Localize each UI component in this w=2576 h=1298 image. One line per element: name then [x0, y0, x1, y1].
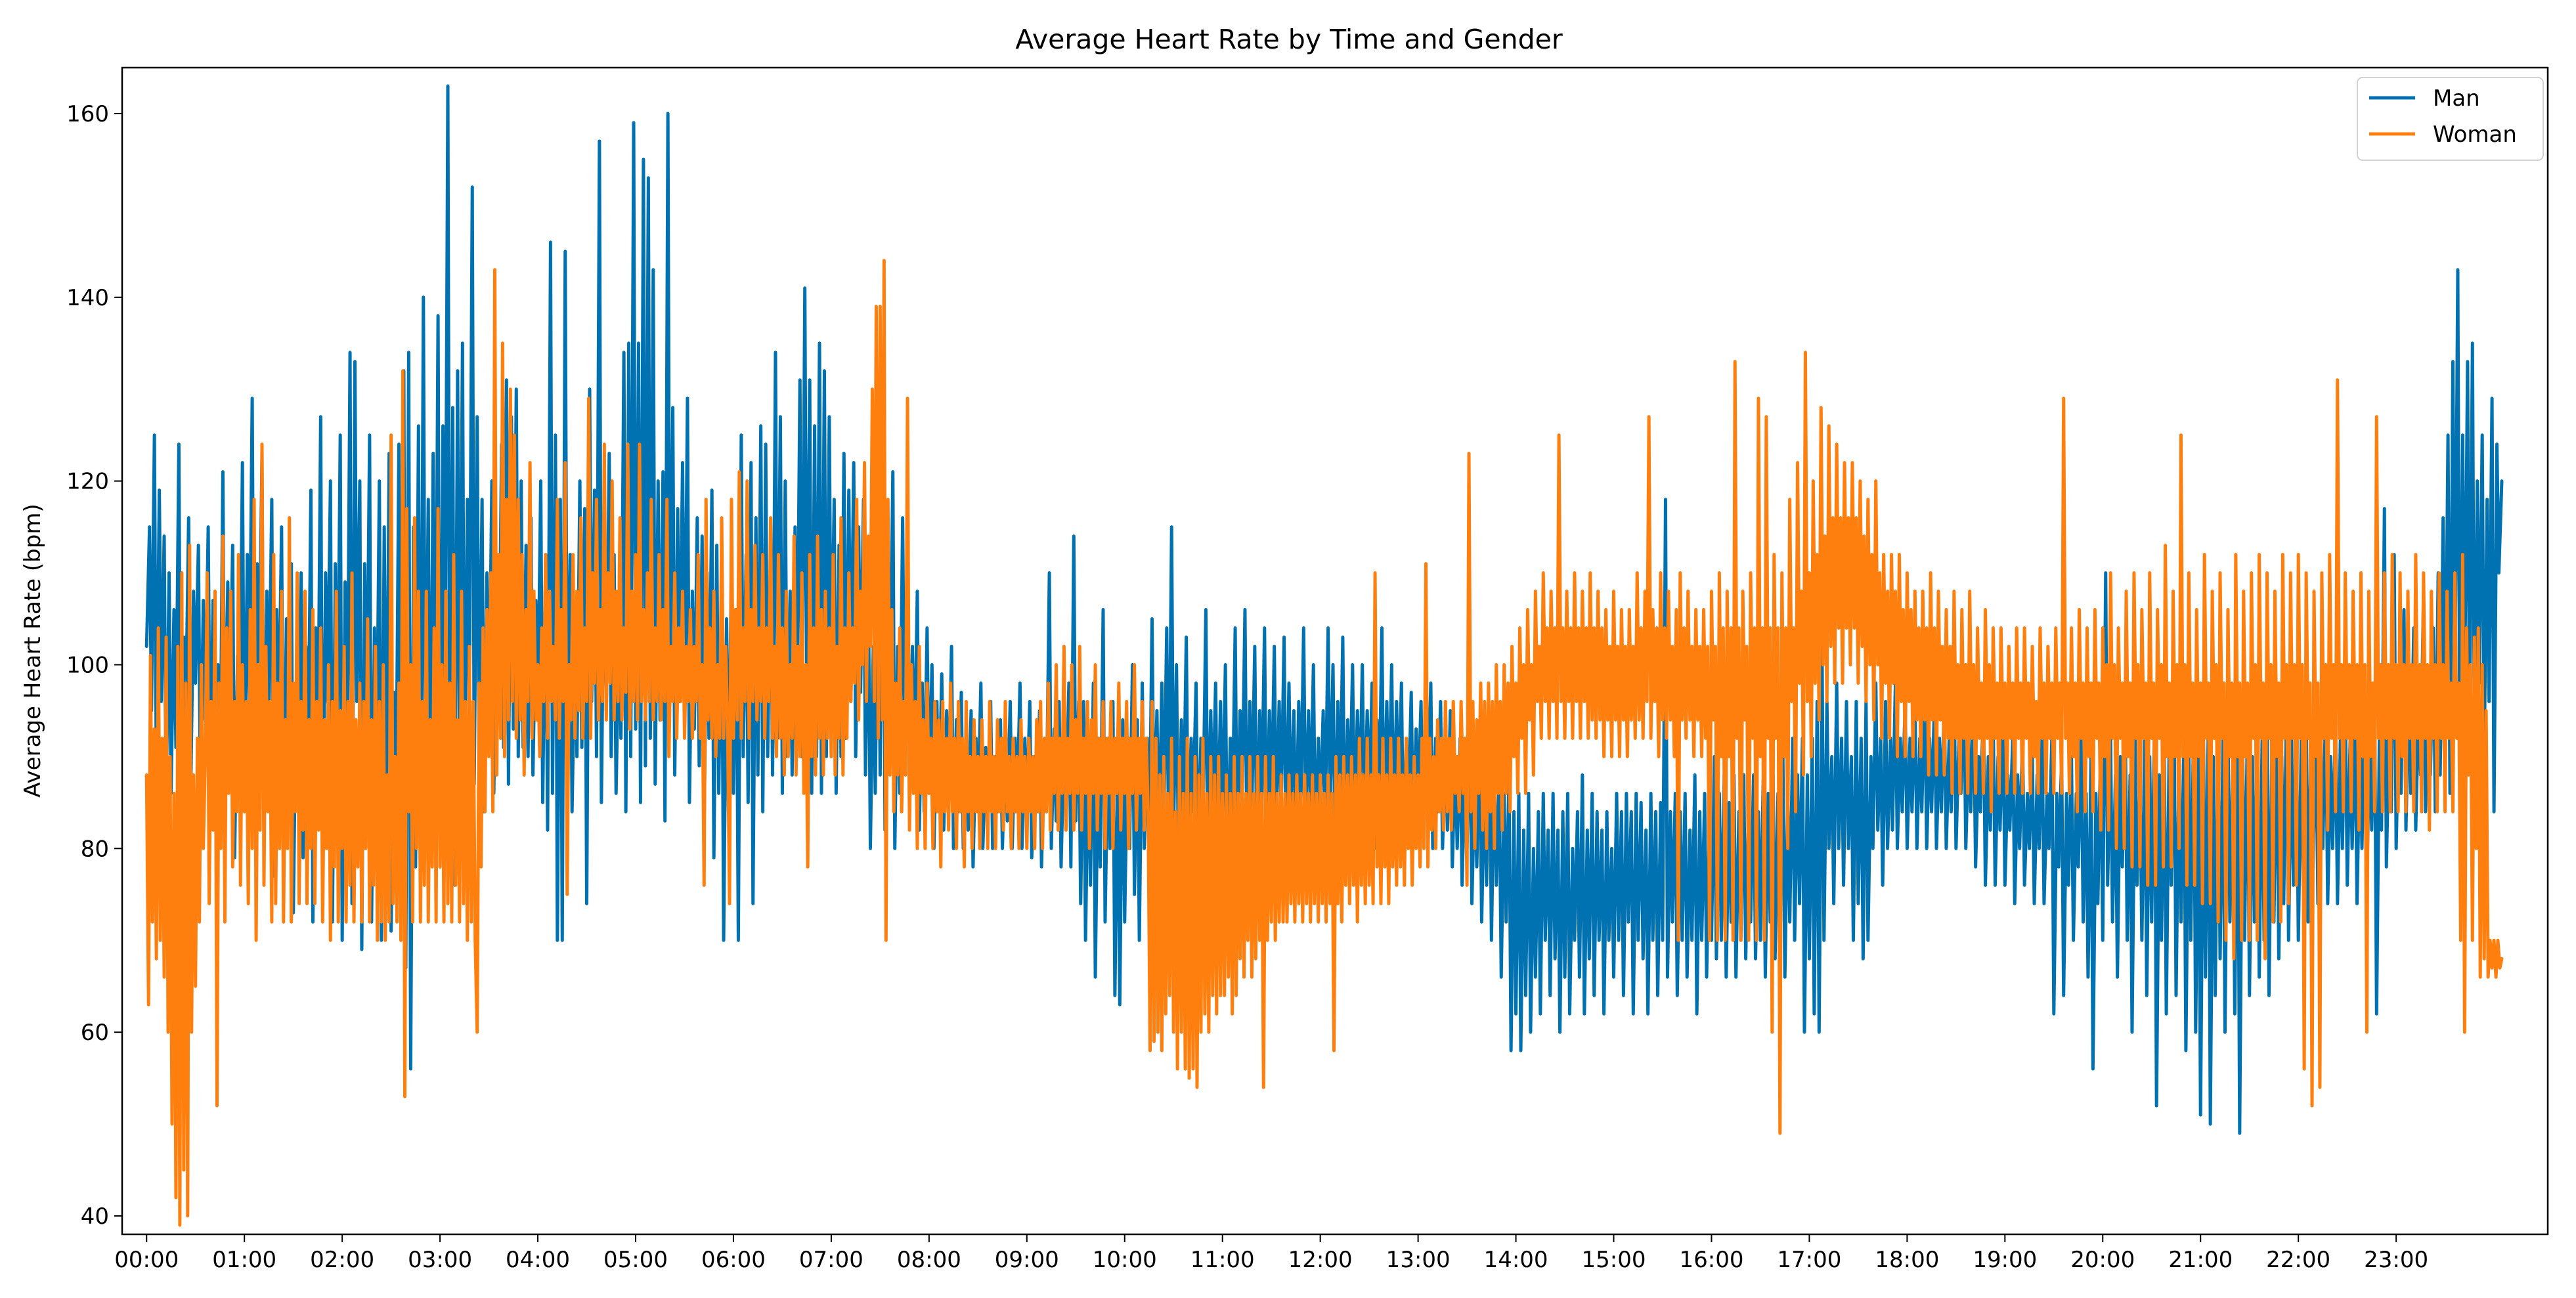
x-tick-label: 03:00	[408, 1247, 472, 1273]
x-tick-label: 22:00	[2266, 1247, 2330, 1273]
x-tick-label: 23:00	[2364, 1247, 2428, 1273]
y-tick-label: 80	[81, 836, 109, 862]
series-line-woman	[144, 259, 2504, 1227]
x-tick-label: 16:00	[1679, 1247, 1743, 1273]
x-tick-label: 04:00	[506, 1247, 570, 1273]
y-tick-label: 120	[66, 469, 109, 495]
plot-frame	[121, 66, 2549, 1236]
y-tick-label: 40	[81, 1203, 109, 1230]
y-axis-label: Average Heart Rate (bpm)	[20, 504, 46, 797]
y-axis: 40 60 80 100 120 140 160	[66, 101, 122, 1230]
chart-title: Average Heart Rate by Time and Gender	[1015, 24, 1563, 55]
legend: Man Woman	[2357, 77, 2544, 161]
y-tick-label: 160	[66, 101, 109, 127]
x-axis: 00:00 01:00 02:00 03:00 04:00 05:00 06:00 07:00…	[114, 1234, 2428, 1273]
x-tick-label: 19:00	[1973, 1247, 2037, 1273]
x-tick-label: 01:00	[212, 1247, 276, 1273]
x-tick-label: 10:00	[1093, 1247, 1157, 1273]
legend-label-man: Man	[2433, 85, 2480, 112]
x-tick-label: 12:00	[1288, 1247, 1353, 1273]
x-tick-label: 09:00	[995, 1247, 1059, 1273]
x-tick-label: 06:00	[701, 1247, 766, 1273]
y-tick-label: 100	[66, 652, 109, 678]
series-layer	[144, 84, 2504, 1227]
y-tick-label: 140	[66, 285, 109, 311]
plot-area	[121, 66, 2549, 1236]
x-tick-label: 02:00	[310, 1247, 374, 1273]
legend-label-woman: Woman	[2433, 121, 2517, 148]
x-tick-label: 18:00	[1875, 1247, 1939, 1273]
x-tick-label: 15:00	[1582, 1247, 1646, 1273]
x-tick-label: 08:00	[897, 1247, 961, 1273]
y-tick-label: 60	[81, 1020, 109, 1046]
x-tick-label: 14:00	[1484, 1247, 1548, 1273]
x-tick-label: 17:00	[1777, 1247, 1841, 1273]
x-tick-label: 05:00	[603, 1247, 668, 1273]
x-tick-label: 20:00	[2070, 1247, 2135, 1273]
x-tick-label: 00:00	[114, 1247, 179, 1273]
x-tick-label: 13:00	[1386, 1247, 1451, 1273]
x-tick-label: 11:00	[1190, 1247, 1255, 1273]
x-tick-label: 07:00	[799, 1247, 863, 1273]
x-tick-label: 21:00	[2168, 1247, 2233, 1273]
